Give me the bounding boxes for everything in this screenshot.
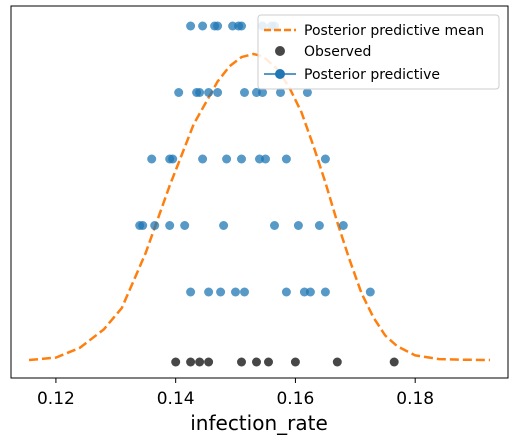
observed-point [290,357,300,367]
posterior-predictive-point [240,88,249,97]
posterior-predictive-point [365,287,375,297]
posterior-predictive-point [180,221,190,230]
posterior-predictive-point [204,88,214,97]
observed-point [332,357,342,367]
posterior-predictive-point [186,21,196,31]
observed-point [204,357,214,367]
posterior-predictive-point [281,154,291,164]
plot-frame [10,5,509,379]
posterior-predictive-point [198,154,208,164]
posterior-predictive-mean-curve [28,52,491,362]
x-axis-ticks: 0.12 0.14 0.16 0.18 [37,378,434,409]
observed-point [389,357,399,367]
posterior-predictive-point [186,287,196,297]
observed-point [252,357,261,367]
observed-point [264,357,273,367]
posterior-predictive-point [320,154,330,164]
posterior-predictive-point [216,287,226,297]
posterior-predictive-point [147,154,157,164]
posterior-predictive-point [237,21,246,31]
posterior-predictive-point [168,154,178,164]
observed-point [186,357,196,367]
posterior-predictive-point [293,221,303,230]
posterior-predictive-point [213,21,223,31]
posterior-predictive-point [222,154,232,164]
posterior-predictive-point [320,287,330,297]
x-tick-label: 0.16 [276,389,314,409]
posterior-predictive-point [213,88,223,97]
posterior-predictive-point [237,154,246,164]
legend-observed-label: Observed [304,44,371,60]
posterior-predictive-point [270,221,279,230]
posterior-predictive-point [165,221,175,230]
posterior-predictive-point [305,287,315,297]
posterior-predictive-point [198,21,208,31]
x-tick-label: 0.12 [37,389,75,409]
posterior-predictive-points [135,21,375,297]
observed-point [237,357,246,367]
posterior-predictive-point [138,221,148,230]
posterior-predictive-point [231,287,240,297]
x-tick-label: 0.14 [157,389,195,409]
posterior-predictive-mean-layer [28,52,491,362]
posterior-predictive-point [258,88,267,97]
posterior-predictive-point [195,88,205,97]
posterior-predictive-point [302,88,312,97]
posterior-predictive-point [314,221,324,230]
posterior-predictive-point [338,221,348,230]
legend: Posterior predictive mean Observed Poste… [257,14,500,90]
legend-frame [257,14,500,90]
legend-mean-label: Posterior predictive mean [304,23,484,39]
posterior-predictive-point [204,287,214,297]
posterior-predictive-point [150,221,160,230]
observed-point [195,357,205,367]
observed-point [171,357,181,367]
legend-predictive-label: Posterior predictive [304,67,440,83]
posterior-predictive-point [174,88,184,97]
x-axis-label: infection_rate [190,411,328,435]
posterior-predictive-point [261,154,270,164]
x-tick-label: 0.18 [396,389,434,409]
posterior-predictive-point [240,287,249,297]
legend-observed-swatch [275,46,285,56]
posterior-predictive-point [276,88,285,97]
posterior-predictive-point [219,221,229,230]
observed-points [171,357,399,367]
posterior-predictive-point [281,287,291,297]
legend-predictive-swatch-dot [275,69,285,79]
